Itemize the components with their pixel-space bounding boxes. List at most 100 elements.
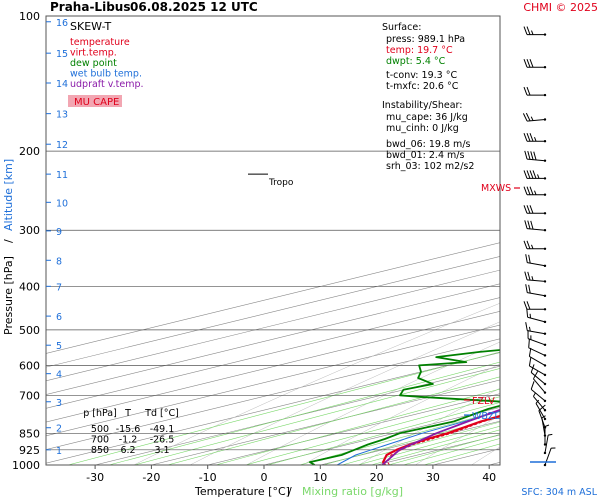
instability-bwd01: bwd_01: 2.4 m/s bbox=[386, 150, 464, 161]
wind-barb bbox=[525, 254, 547, 267]
temperature-tick-label: -30 bbox=[86, 471, 104, 484]
isotherm-line bbox=[151, 379, 500, 465]
table-cell: 500 bbox=[91, 424, 109, 435]
altitude-tick-label: 3 bbox=[56, 398, 62, 409]
legend-item: virt.temp. bbox=[70, 48, 117, 59]
wind-barb bbox=[530, 364, 547, 386]
chart-label: SKEW-T bbox=[70, 20, 112, 33]
temperature-tick-label: 30 bbox=[426, 471, 440, 484]
dry-adiabat bbox=[528, 16, 600, 465]
wind-barb bbox=[524, 150, 547, 162]
wind-barb bbox=[525, 322, 547, 335]
wind-barb bbox=[523, 86, 547, 97]
pressure-tick-label: 925 bbox=[19, 444, 40, 457]
wind-barb bbox=[528, 347, 547, 367]
table-cell: 6.2 bbox=[120, 445, 135, 456]
wind-barb bbox=[526, 308, 547, 324]
table-cell: -26.5 bbox=[150, 435, 175, 446]
mixing-ratio-line bbox=[323, 416, 500, 465]
y-axis-separator: / bbox=[2, 239, 15, 243]
table-cell: 700 bbox=[91, 435, 109, 446]
altitude-tick-label: 12 bbox=[56, 140, 68, 151]
altitude-tick-label: 11 bbox=[56, 170, 68, 181]
wind-barb bbox=[524, 220, 547, 232]
pressure-tick-label: 600 bbox=[19, 359, 40, 372]
wind-barb bbox=[543, 424, 550, 446]
temperature-tick-label: 10 bbox=[313, 471, 327, 484]
altitude-tick-label: 10 bbox=[56, 198, 68, 209]
pressure-tick-label: 700 bbox=[19, 389, 40, 402]
pressure-tick-label: 500 bbox=[19, 324, 40, 337]
wind-barb bbox=[532, 371, 547, 394]
table-cell: -15.6 bbox=[116, 424, 141, 435]
mixing-ratio-line bbox=[388, 434, 500, 465]
mixing-ratio-line bbox=[341, 421, 500, 465]
wind-barb bbox=[543, 433, 553, 455]
instability-mucape: mu_cape: 36 J/kg bbox=[386, 112, 468, 123]
surface-press: press: 989.1 hPa bbox=[386, 34, 465, 45]
altitude-tick-label: 8 bbox=[56, 256, 62, 267]
mixing-ratio-line bbox=[68, 351, 500, 465]
station-title: Praha-Libus bbox=[50, 0, 130, 14]
altitude-tick-label: 15 bbox=[56, 49, 68, 60]
levels-table: p [hPa] T Td [°C] 500 -15.6 -49.1 700 -1.2 -26.5… bbox=[83, 408, 179, 456]
temperature-tick-label: -20 bbox=[142, 471, 160, 484]
wind-barb bbox=[523, 301, 547, 311]
x-axis-title: Temperature [°C] bbox=[194, 485, 290, 498]
wind-barb bbox=[532, 392, 547, 412]
temperature-tick-label: 0 bbox=[261, 471, 268, 484]
pressure-tick-label: 200 bbox=[19, 145, 40, 158]
table-cell: 3.1 bbox=[154, 445, 169, 456]
fzlv-label: FZLV bbox=[472, 396, 495, 407]
temperature-tick-label: -10 bbox=[199, 471, 217, 484]
mixing-ratio-line bbox=[167, 376, 500, 465]
isotherm-line bbox=[546, 16, 600, 465]
wind-barb bbox=[522, 112, 547, 122]
altitude-tick-label: 7 bbox=[56, 282, 62, 293]
wind-barb bbox=[523, 133, 547, 143]
wind-barb bbox=[528, 339, 547, 357]
pressure-tick-label: 1000 bbox=[12, 459, 40, 472]
dry-adiabat bbox=[584, 16, 600, 465]
dry-adiabat bbox=[133, 302, 500, 465]
series-dew-point bbox=[309, 349, 500, 465]
legend-item: wet bulb temp. bbox=[70, 69, 142, 80]
legend-item: dew point bbox=[70, 58, 117, 69]
isotherm-line bbox=[489, 462, 500, 465]
wbzl-label: WBZL bbox=[472, 411, 500, 422]
pressure-tick-label: 400 bbox=[19, 280, 40, 293]
wind-barb bbox=[523, 240, 547, 251]
mixing-ratio-line bbox=[357, 425, 500, 465]
altitude-tick-label: 13 bbox=[56, 110, 68, 121]
altitude-tick-label: 16 bbox=[56, 18, 68, 29]
surface-tconv: t-conv: 19.3 °C bbox=[386, 70, 457, 81]
altitude-tick-label: 6 bbox=[56, 312, 62, 323]
tropo-label: Tropo bbox=[268, 178, 294, 188]
x-axis-title-2: Mixing ratio [g/kg] bbox=[302, 485, 403, 498]
mu-cape-label: MU CAPE bbox=[74, 97, 119, 108]
table-cell: 850 bbox=[91, 445, 109, 456]
isotherm-line bbox=[46, 283, 500, 395]
surface-title: Surface: bbox=[382, 22, 421, 33]
wind-barb bbox=[524, 271, 547, 283]
pressure-tick-label: 850 bbox=[19, 427, 40, 440]
legend-item: temperature bbox=[70, 37, 130, 48]
instability-bwd06: bwd_06: 19.8 m/s bbox=[386, 139, 471, 150]
isotherm-line bbox=[46, 311, 500, 423]
wind-barb bbox=[528, 357, 547, 377]
copyright: CHMI © 2025 bbox=[523, 1, 598, 14]
table-header: T bbox=[124, 408, 131, 419]
x-axis-separator: / bbox=[288, 485, 292, 498]
altitude-tick-label: 1 bbox=[56, 446, 62, 457]
datetime-title: 06.08.2025 12 UTC bbox=[130, 0, 258, 14]
series-temperature bbox=[382, 414, 500, 465]
mixing-ratio-line bbox=[299, 410, 500, 465]
surface-tmxfc: t-mxfc: 20.6 °C bbox=[386, 81, 459, 92]
y-axis-title-2: Altitude [km] bbox=[2, 159, 15, 231]
instability-title: Instability/Shear: bbox=[382, 100, 462, 111]
mixing-ratio-line bbox=[371, 429, 500, 465]
isotherm-line bbox=[46, 338, 500, 450]
plot-frame bbox=[45, 15, 501, 466]
